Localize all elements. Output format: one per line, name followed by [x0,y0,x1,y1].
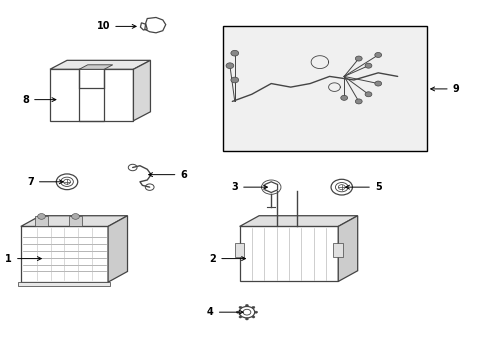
Circle shape [239,316,242,318]
Polygon shape [21,216,127,226]
Circle shape [72,213,79,219]
Circle shape [340,95,347,100]
Circle shape [245,318,248,320]
Polygon shape [50,60,150,69]
Circle shape [254,311,257,313]
Text: 5: 5 [345,182,381,192]
Polygon shape [79,65,113,69]
Circle shape [365,92,371,97]
Text: 1: 1 [5,253,41,264]
Circle shape [245,304,248,306]
Polygon shape [239,216,357,226]
Bar [19,282,110,287]
Circle shape [251,316,254,318]
Bar [21,226,108,282]
Text: 9: 9 [430,84,458,94]
Polygon shape [133,60,150,121]
Circle shape [365,63,371,68]
Text: 4: 4 [206,307,243,317]
Circle shape [38,213,45,219]
Text: 8: 8 [22,95,56,105]
Circle shape [374,81,381,86]
Bar [234,243,244,257]
Bar [69,216,81,226]
Text: 3: 3 [231,182,267,192]
Circle shape [251,306,254,309]
Text: 2: 2 [209,253,245,264]
Circle shape [355,56,362,61]
Circle shape [230,77,238,83]
Text: 7: 7 [27,177,63,187]
Circle shape [239,306,242,309]
Polygon shape [108,216,127,282]
Text: 10: 10 [97,21,136,31]
Circle shape [355,99,362,104]
Circle shape [374,53,381,58]
Polygon shape [338,216,357,282]
Circle shape [230,50,238,56]
Bar [35,216,47,226]
Bar [239,226,338,282]
Circle shape [236,311,239,313]
Circle shape [225,63,233,68]
Bar [222,26,426,152]
Text: 6: 6 [148,170,187,180]
Bar [333,243,343,257]
Polygon shape [50,69,133,121]
